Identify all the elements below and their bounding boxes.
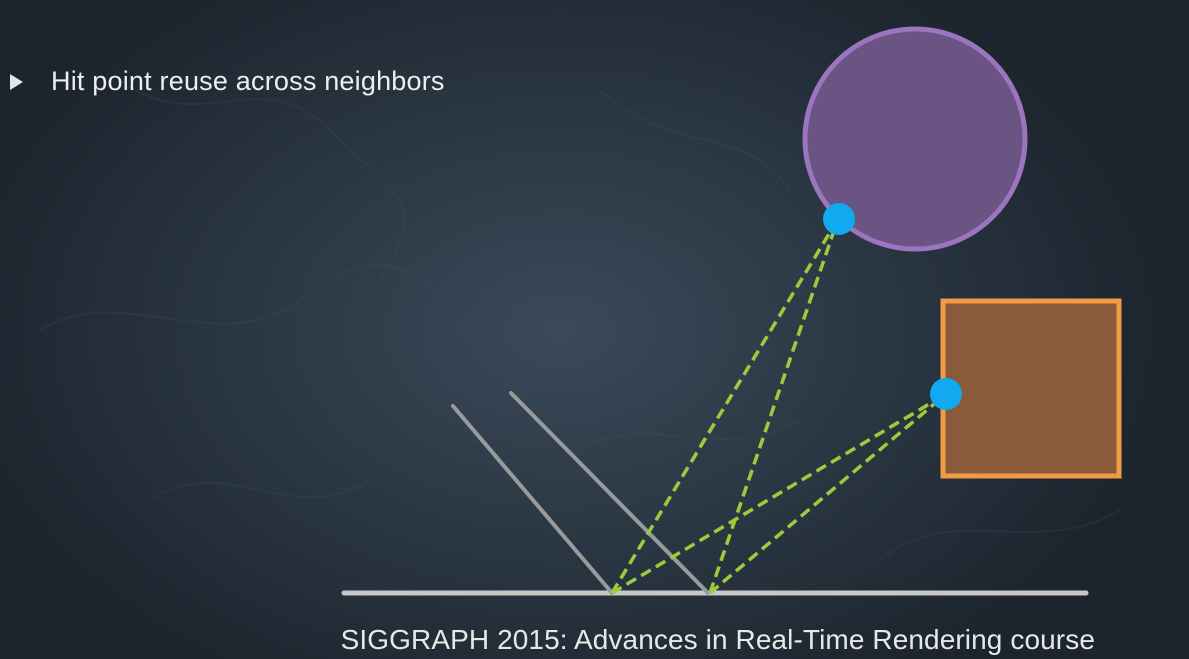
footer-caption: SIGGRAPH 2015: Advances in Real-Time Ren… <box>340 624 1095 655</box>
sphere-hit-point <box>823 203 855 235</box>
bullet-text: Hit point reuse across neighbors <box>51 66 445 96</box>
sphere-shape <box>802 26 1028 252</box>
reflection-line-left <box>451 404 614 595</box>
reflection-line-right <box>509 391 710 595</box>
box-shape <box>940 298 1122 479</box>
ray-left-to-sphere <box>610 218 840 594</box>
bullet-item: Hit point reuse across neighbors <box>10 66 445 97</box>
box-hit-point <box>930 378 962 410</box>
ray-right-to-sphere <box>708 218 840 594</box>
ray-right-to-box <box>708 392 948 595</box>
bullet-arrow-icon <box>10 73 23 90</box>
ray-left-to-box <box>611 392 947 595</box>
